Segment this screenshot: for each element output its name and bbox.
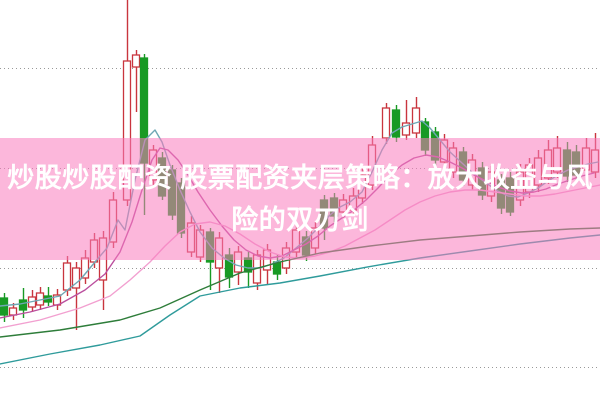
headline-line-2: 险的双刃剑 xyxy=(231,205,369,235)
candle-body-up xyxy=(411,107,421,134)
candle-body-up xyxy=(8,307,18,316)
candle-body-up xyxy=(62,262,72,291)
headline-banner: 炒股炒股配资 股票配资夹层策略：放大收益与风 险的双刃剑 xyxy=(0,138,600,260)
candle-body-up xyxy=(71,267,81,289)
candle-body-down xyxy=(391,109,401,138)
candle-body-up xyxy=(131,54,141,68)
headline-line-1: 炒股炒股配资 股票配资夹层策略：放大收益与风 xyxy=(7,163,593,193)
candle-body-up xyxy=(381,107,391,139)
candle-body-down xyxy=(18,299,28,311)
candle-body-up xyxy=(401,122,411,136)
